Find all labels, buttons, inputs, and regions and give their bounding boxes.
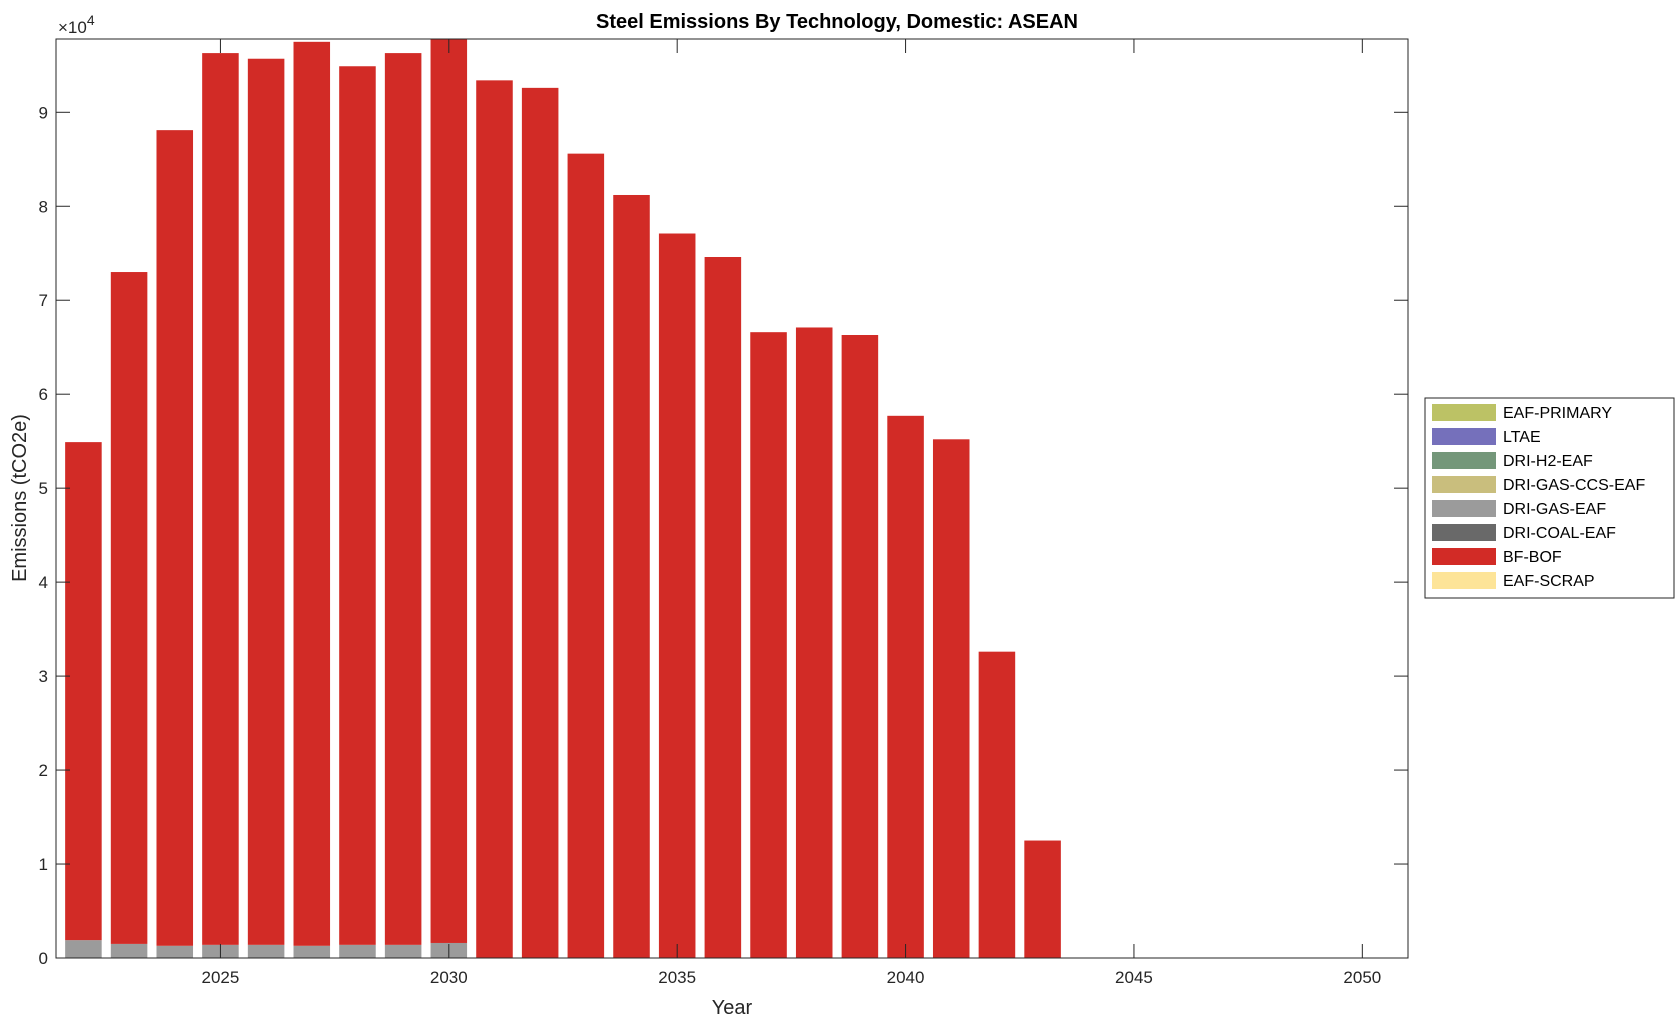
bar-dri-gas-eaf-2026 bbox=[247, 944, 285, 958]
bar-dri-gas-eaf-2027 bbox=[293, 945, 331, 958]
legend-swatch bbox=[1432, 452, 1496, 469]
legend-items: EAF-PRIMARY LTAE DRI-H2-EAF DRI-GAS-CCS-EAF… bbox=[1432, 404, 1645, 590]
legend-label: DRI-H2-EAF bbox=[1503, 453, 1593, 470]
bar-bf-bof-2024 bbox=[156, 130, 194, 946]
legend-label: DRI-COAL-EAF bbox=[1503, 525, 1616, 542]
bar-bf-bof-2043 bbox=[1024, 840, 1061, 958]
bar-bf-bof-2026 bbox=[247, 58, 285, 945]
bar-bf-bof-2032 bbox=[521, 87, 559, 959]
bar-dri-gas-eaf-2022 bbox=[65, 940, 102, 958]
y-exponent-power: 4 bbox=[87, 12, 95, 28]
legend-label: EAF-SCRAP bbox=[1503, 573, 1595, 590]
bar-dri-gas-eaf-2023 bbox=[110, 943, 148, 958]
y-tick-label: 1 bbox=[39, 855, 48, 874]
y-tick-label: 9 bbox=[39, 103, 48, 122]
bar-bf-bof-2037 bbox=[750, 332, 787, 958]
bar-bf-bof-2038 bbox=[795, 327, 833, 959]
bars-group bbox=[65, 39, 1061, 959]
bar-bf-bof-2028 bbox=[339, 66, 376, 945]
bar-dri-gas-eaf-2024 bbox=[156, 945, 194, 958]
bar-bf-bof-2027 bbox=[293, 41, 331, 946]
y-tick-label: 5 bbox=[39, 479, 48, 498]
legend: EAF-PRIMARY LTAE DRI-H2-EAF DRI-GAS-CCS-EAF… bbox=[1424, 397, 1675, 599]
y-tick-label: 8 bbox=[39, 197, 48, 216]
y-tick-label: 4 bbox=[39, 573, 48, 592]
axes-box bbox=[55, 38, 1409, 959]
bar-bf-bof-2040 bbox=[887, 415, 924, 958]
bar-bf-bof-2034 bbox=[613, 194, 650, 959]
y-tick-label: 0 bbox=[39, 949, 48, 968]
bar-bf-bof-2035 bbox=[658, 233, 696, 958]
y-exponent-label: ×104 bbox=[58, 12, 95, 37]
legend-swatch bbox=[1432, 524, 1496, 541]
chart-title: Steel Emissions By Technology, Domestic:… bbox=[596, 11, 1078, 33]
x-tick-label: 2030 bbox=[430, 968, 468, 987]
bar-bf-bof-2036 bbox=[704, 257, 742, 958]
y-axis-label: Emissions (tCO2e) bbox=[9, 414, 31, 582]
legend-swatch bbox=[1432, 428, 1496, 445]
bar-bf-bof-2041 bbox=[932, 439, 970, 958]
bar-bf-bof-2042 bbox=[978, 651, 1016, 958]
legend-label: DRI-GAS-EAF bbox=[1503, 501, 1606, 518]
legend-swatch bbox=[1432, 548, 1496, 565]
x-tick-label: 2045 bbox=[1115, 968, 1153, 987]
bar-bf-bof-2031 bbox=[476, 80, 513, 959]
legend-swatch bbox=[1432, 404, 1496, 421]
y-exponent-base: ×10 bbox=[58, 18, 87, 37]
legend-swatch bbox=[1432, 572, 1496, 589]
bar-bf-bof-2039 bbox=[841, 335, 879, 958]
bar-bf-bof-2033 bbox=[567, 153, 605, 958]
legend-label: LTAE bbox=[1503, 429, 1541, 446]
y-tick-label: 2 bbox=[39, 761, 48, 780]
x-axis-label: Year bbox=[712, 997, 753, 1019]
y-tick-label: 6 bbox=[39, 385, 48, 404]
bar-bf-bof-2022 bbox=[65, 442, 102, 941]
x-tick-label: 2050 bbox=[1343, 968, 1381, 987]
bar-dri-gas-eaf-2029 bbox=[384, 944, 422, 958]
x-tick-label: 2025 bbox=[202, 968, 240, 987]
legend-swatch bbox=[1432, 476, 1496, 493]
y-tick-label: 3 bbox=[39, 667, 48, 686]
legend-swatch bbox=[1432, 500, 1496, 517]
legend-label: EAF-PRIMARY bbox=[1503, 405, 1612, 422]
bar-bf-bof-2023 bbox=[110, 272, 148, 944]
bar-bf-bof-2029 bbox=[384, 53, 422, 945]
legend-label: BF-BOF bbox=[1503, 549, 1562, 566]
plot-area: 2025 2030 2035 2040 2045 2050 0 1 2 3 4 5 6 7 8 9 bbox=[39, 38, 1409, 987]
bar-dri-gas-eaf-2028 bbox=[339, 944, 376, 958]
bar-bf-bof-2030 bbox=[430, 39, 468, 943]
y-tick-label: 7 bbox=[39, 291, 48, 310]
bar-bf-bof-2025 bbox=[202, 53, 239, 945]
x-tick-label: 2040 bbox=[887, 968, 925, 987]
legend-label: DRI-GAS-CCS-EAF bbox=[1503, 477, 1645, 494]
ticks-group: 2025 2030 2035 2040 2045 2050 0 1 2 3 4 5 6 7 8 9 bbox=[39, 39, 1408, 987]
x-tick-label: 2035 bbox=[658, 968, 696, 987]
